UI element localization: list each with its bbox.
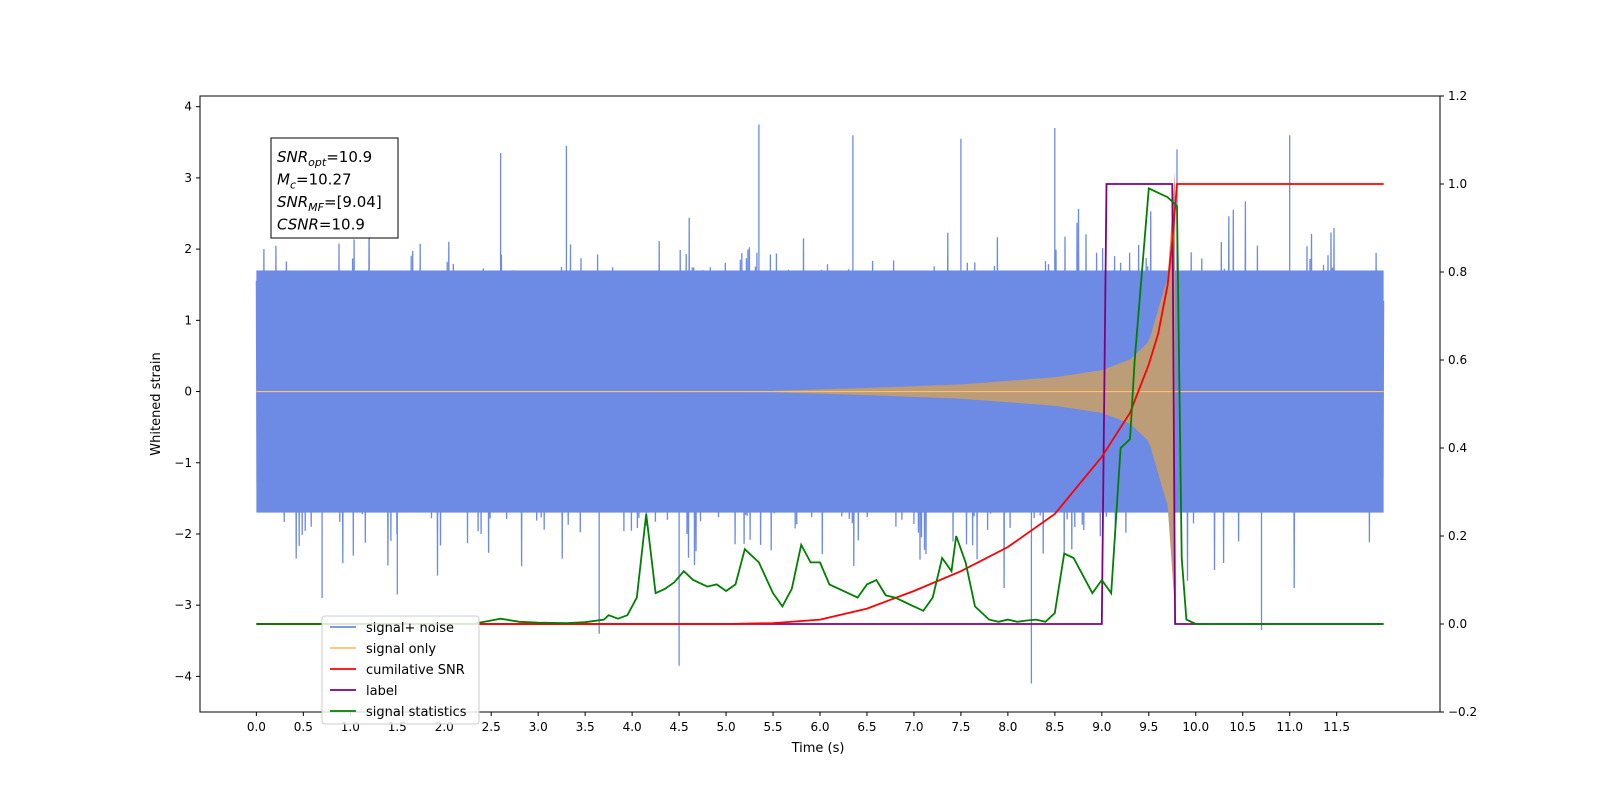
x-tick-label: 5.5 — [763, 720, 782, 734]
y-tick-label: −3 — [174, 598, 192, 612]
x-tick-label: 9.5 — [1139, 720, 1158, 734]
y-tick-label: 0 — [184, 385, 192, 399]
legend-label: signal only — [366, 642, 436, 657]
info-box-line: SNRMF=[9.04] — [277, 193, 382, 214]
x-tick-label: 6.0 — [810, 720, 829, 734]
plot-area — [255, 124, 1385, 684]
y-tick-label: −2 — [174, 527, 192, 541]
y-tick-label: −4 — [174, 669, 192, 683]
y-tick-label: 2 — [184, 242, 192, 256]
y2-tick-label: 1.2 — [1448, 89, 1467, 103]
y2-tick-label: 1.0 — [1448, 177, 1467, 191]
y2-tick-label: 0.2 — [1448, 529, 1467, 543]
legend-label: label — [366, 684, 397, 699]
x-tick-label: 7.5 — [951, 720, 970, 734]
x-tick-label: 10.5 — [1229, 720, 1256, 734]
legend: signal+ noise signal only cumilative SNR la… — [321, 615, 480, 725]
x-tick-label: 11.5 — [1323, 720, 1350, 734]
y-tick-label: −1 — [174, 456, 192, 470]
x-tick-label: 9.0 — [1092, 720, 1111, 734]
y2-tick-label: 0.4 — [1448, 441, 1467, 455]
info-box-line: CSNR=10.9 — [277, 216, 365, 234]
x-tick-label: 4.0 — [623, 720, 642, 734]
info-box-line: Mc=10.27 — [277, 171, 352, 192]
y-axis-title: Whitened strain — [149, 352, 164, 455]
y-tick-label: 3 — [184, 171, 192, 185]
x-tick-label: 7.0 — [904, 720, 923, 734]
y-axis-right: −0.2 0.0 0.2 0.4 0.6 0.8 1.0 1.2 — [1440, 89, 1477, 719]
x-tick-label: 2.5 — [482, 720, 501, 734]
x-tick-label: 10.0 — [1182, 720, 1209, 734]
x-tick-label: 8.0 — [998, 720, 1017, 734]
info-box-line: SNRopt=10.9 — [277, 148, 372, 169]
legend-label: signal+ noise — [366, 621, 454, 636]
x-tick-label: 6.5 — [857, 720, 876, 734]
info-box-frame — [270, 137, 399, 239]
y2-tick-label: 0.8 — [1448, 265, 1467, 279]
series-signal-statistics — [256, 187, 1384, 625]
legend-label: signal statistics — [366, 705, 467, 720]
y-tick-label: 1 — [184, 313, 192, 327]
series-cumilative-snr — [256, 183, 1384, 625]
x-axis-title: Time (s) — [791, 741, 845, 756]
y2-tick-label: 0.0 — [1448, 617, 1467, 631]
legend-label: cumilative SNR — [366, 663, 465, 678]
x-tick-label: 8.5 — [1045, 720, 1064, 734]
y2-tick-label: 0.6 — [1448, 353, 1467, 367]
y2-tick-label: −0.2 — [1448, 705, 1477, 719]
y-axis-left: −4 −3 −2 −1 0 1 2 3 4 — [174, 100, 200, 683]
x-tick-label: 11.0 — [1276, 720, 1303, 734]
x-tick-label: 5.0 — [717, 720, 736, 734]
x-tick-label: 3.0 — [529, 720, 548, 734]
x-tick-label: 4.5 — [670, 720, 689, 734]
x-tick-label: 0.5 — [294, 720, 313, 734]
legend-frame — [321, 615, 480, 725]
x-tick-label: 0.0 — [247, 720, 266, 734]
x-tick-label: 3.5 — [576, 720, 595, 734]
y-tick-label: 4 — [184, 100, 192, 114]
